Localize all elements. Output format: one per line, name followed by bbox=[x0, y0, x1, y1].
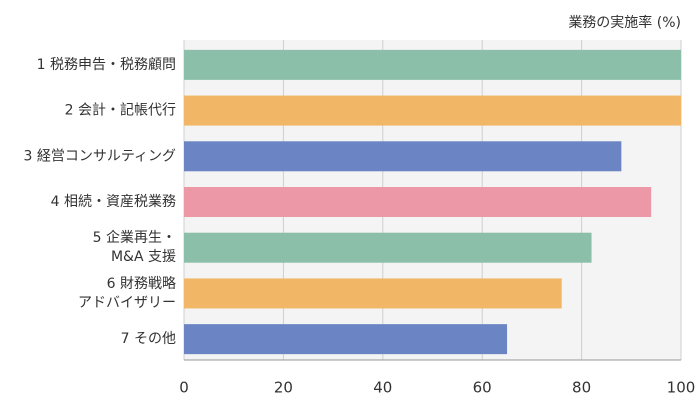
y-tick-label: 4 相続・資産税業務 bbox=[51, 193, 176, 210]
y-tick-label-line: M&A 支援 bbox=[111, 249, 176, 265]
y-tick-label: 7 その他 bbox=[121, 331, 176, 347]
chart-title: 業務の実施率 (%) bbox=[568, 14, 681, 31]
bar bbox=[184, 187, 652, 217]
y-tick-label: 1 税務申告・税務顧問 bbox=[37, 57, 176, 73]
bar bbox=[184, 232, 592, 263]
x-tick-label: 40 bbox=[373, 379, 392, 397]
x-tick-label: 0 bbox=[179, 379, 189, 397]
y-tick-label: 3 経営コンサルティング bbox=[23, 148, 176, 164]
bar bbox=[184, 95, 681, 126]
bar bbox=[184, 49, 681, 80]
y-tick-label-line: 6 財務戦略 bbox=[107, 276, 176, 292]
x-tick-label: 20 bbox=[274, 379, 293, 397]
y-tick-label-line: 5 企業再生・ bbox=[93, 229, 176, 246]
bar bbox=[184, 141, 622, 172]
bar bbox=[184, 324, 508, 355]
x-tick-label: 80 bbox=[572, 379, 591, 397]
x-tick-label: 60 bbox=[473, 379, 492, 397]
bar bbox=[184, 278, 562, 309]
y-tick-label: 2 会計・記帳代行 bbox=[65, 102, 176, 119]
y-tick-label: 5 企業再生・ M&A 支援 bbox=[93, 229, 176, 265]
y-tick-label-line: アドバイザリー bbox=[78, 295, 176, 311]
x-tick-label: 100 bbox=[667, 379, 696, 397]
y-tick-label: 6 財務戦略アドバイザリー bbox=[78, 276, 176, 311]
